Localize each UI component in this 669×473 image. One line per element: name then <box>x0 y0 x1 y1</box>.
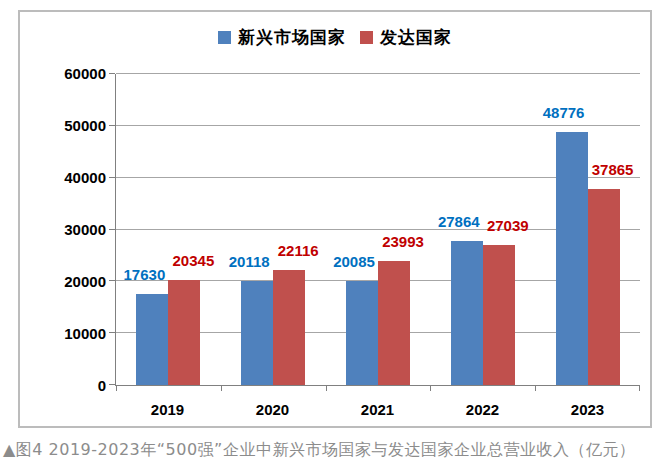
legend-label-developed: 发达国家 <box>380 26 452 49</box>
x-axis-label-2021: 2021 <box>325 394 430 418</box>
y-axis-tick-label: 30000 <box>20 223 106 237</box>
bar-wrapper: 17630 <box>136 74 168 385</box>
bar-新兴市场国家-2021 <box>346 281 378 385</box>
x-axis-label-2023: 2023 <box>535 394 640 418</box>
bar-group-2022: 2786427039 <box>430 74 535 385</box>
bar-value-label: 23993 <box>373 234 433 249</box>
x-axis-label-2019: 2019 <box>115 394 220 418</box>
bar-发达国家-2022 <box>483 245 515 385</box>
x-axis-tick-mark <box>639 385 640 391</box>
x-axis-tick-mark <box>535 385 536 391</box>
legend-swatch-emerging-icon <box>218 31 231 44</box>
x-axis-tick-mark <box>221 385 222 391</box>
bar-新兴市场国家-2019 <box>136 294 168 385</box>
bar-发达国家-2023 <box>588 189 620 385</box>
bar-group-2020: 2011822116 <box>221 74 326 385</box>
bar-group-2021: 2008523993 <box>326 74 431 385</box>
y-axis-tick-mark <box>109 384 115 385</box>
y-axis: 0100002000030000400005000060000 <box>20 74 106 386</box>
bar-wrapper: 48776 <box>556 74 588 385</box>
bar-groups: 1763020345201182211620085239932786427039… <box>116 74 640 385</box>
legend-label-emerging: 新兴市场国家 <box>238 26 346 49</box>
legend: 新兴市场国家 发达国家 <box>20 26 650 49</box>
bar-wrapper: 37865 <box>588 74 620 385</box>
y-axis-tick-label: 0 <box>20 379 106 393</box>
x-axis-label-2020: 2020 <box>220 394 325 418</box>
bar-wrapper: 22116 <box>273 74 305 385</box>
legend-item-developed: 发达国家 <box>360 26 452 49</box>
y-axis-tick-label: 10000 <box>20 327 106 341</box>
x-axis-tick-mark <box>116 385 117 391</box>
bar-wrapper: 20345 <box>168 74 200 385</box>
bar-wrapper: 20118 <box>241 74 273 385</box>
y-axis-tick-mark <box>109 332 115 333</box>
x-axis-tick-mark <box>326 385 327 391</box>
y-axis-tick-label: 50000 <box>20 119 106 133</box>
y-axis-tick-label: 40000 <box>20 171 106 185</box>
bar-新兴市场国家-2020 <box>241 281 273 385</box>
bar-发达国家-2021 <box>378 261 410 385</box>
bar-wrapper: 20085 <box>346 74 378 385</box>
bar-新兴市场国家-2022 <box>451 241 483 385</box>
plot-area: 1763020345201182211620085239932786427039… <box>115 74 640 386</box>
bar-group-2019: 1763020345 <box>116 74 221 385</box>
bar-value-label: 37865 <box>583 162 643 177</box>
x-axis-tick-mark <box>430 385 431 391</box>
bar-value-label: 48776 <box>534 105 594 120</box>
x-axis-label-2022: 2022 <box>430 394 535 418</box>
bar-发达国家-2020 <box>273 270 305 385</box>
chart-frame: 新兴市场国家 发达国家 0 10000 20000 30000 40000 50000 60… <box>18 10 652 428</box>
y-axis-tick-label: 60000 <box>20 67 106 81</box>
y-axis-tick-mark <box>109 177 115 178</box>
bar-wrapper: 27039 <box>483 74 515 385</box>
x-axis: 20192020202120222023 <box>115 394 640 418</box>
y-axis-tick-mark <box>109 229 115 230</box>
figure-caption: ▲图4 2019-2023年“500强”企业中新兴市场国家与发达国家企业总营业收… <box>3 440 669 461</box>
bar-value-label: 20345 <box>163 253 223 268</box>
y-axis-tick-label: 20000 <box>20 275 106 289</box>
bar-value-label: 27039 <box>478 218 538 233</box>
bar-发达国家-2019 <box>168 280 200 385</box>
bar-value-label: 20085 <box>324 254 384 269</box>
legend-swatch-developed-icon <box>360 31 373 44</box>
y-axis-tick-mark <box>109 125 115 126</box>
y-axis-tick-mark <box>109 73 115 74</box>
bar-group-2023: 4877637865 <box>535 74 640 385</box>
bar-value-label: 22116 <box>268 243 328 258</box>
bar-value-label: 17630 <box>114 267 174 282</box>
bar-wrapper: 23993 <box>378 74 410 385</box>
legend-item-emerging: 新兴市场国家 <box>218 26 346 49</box>
